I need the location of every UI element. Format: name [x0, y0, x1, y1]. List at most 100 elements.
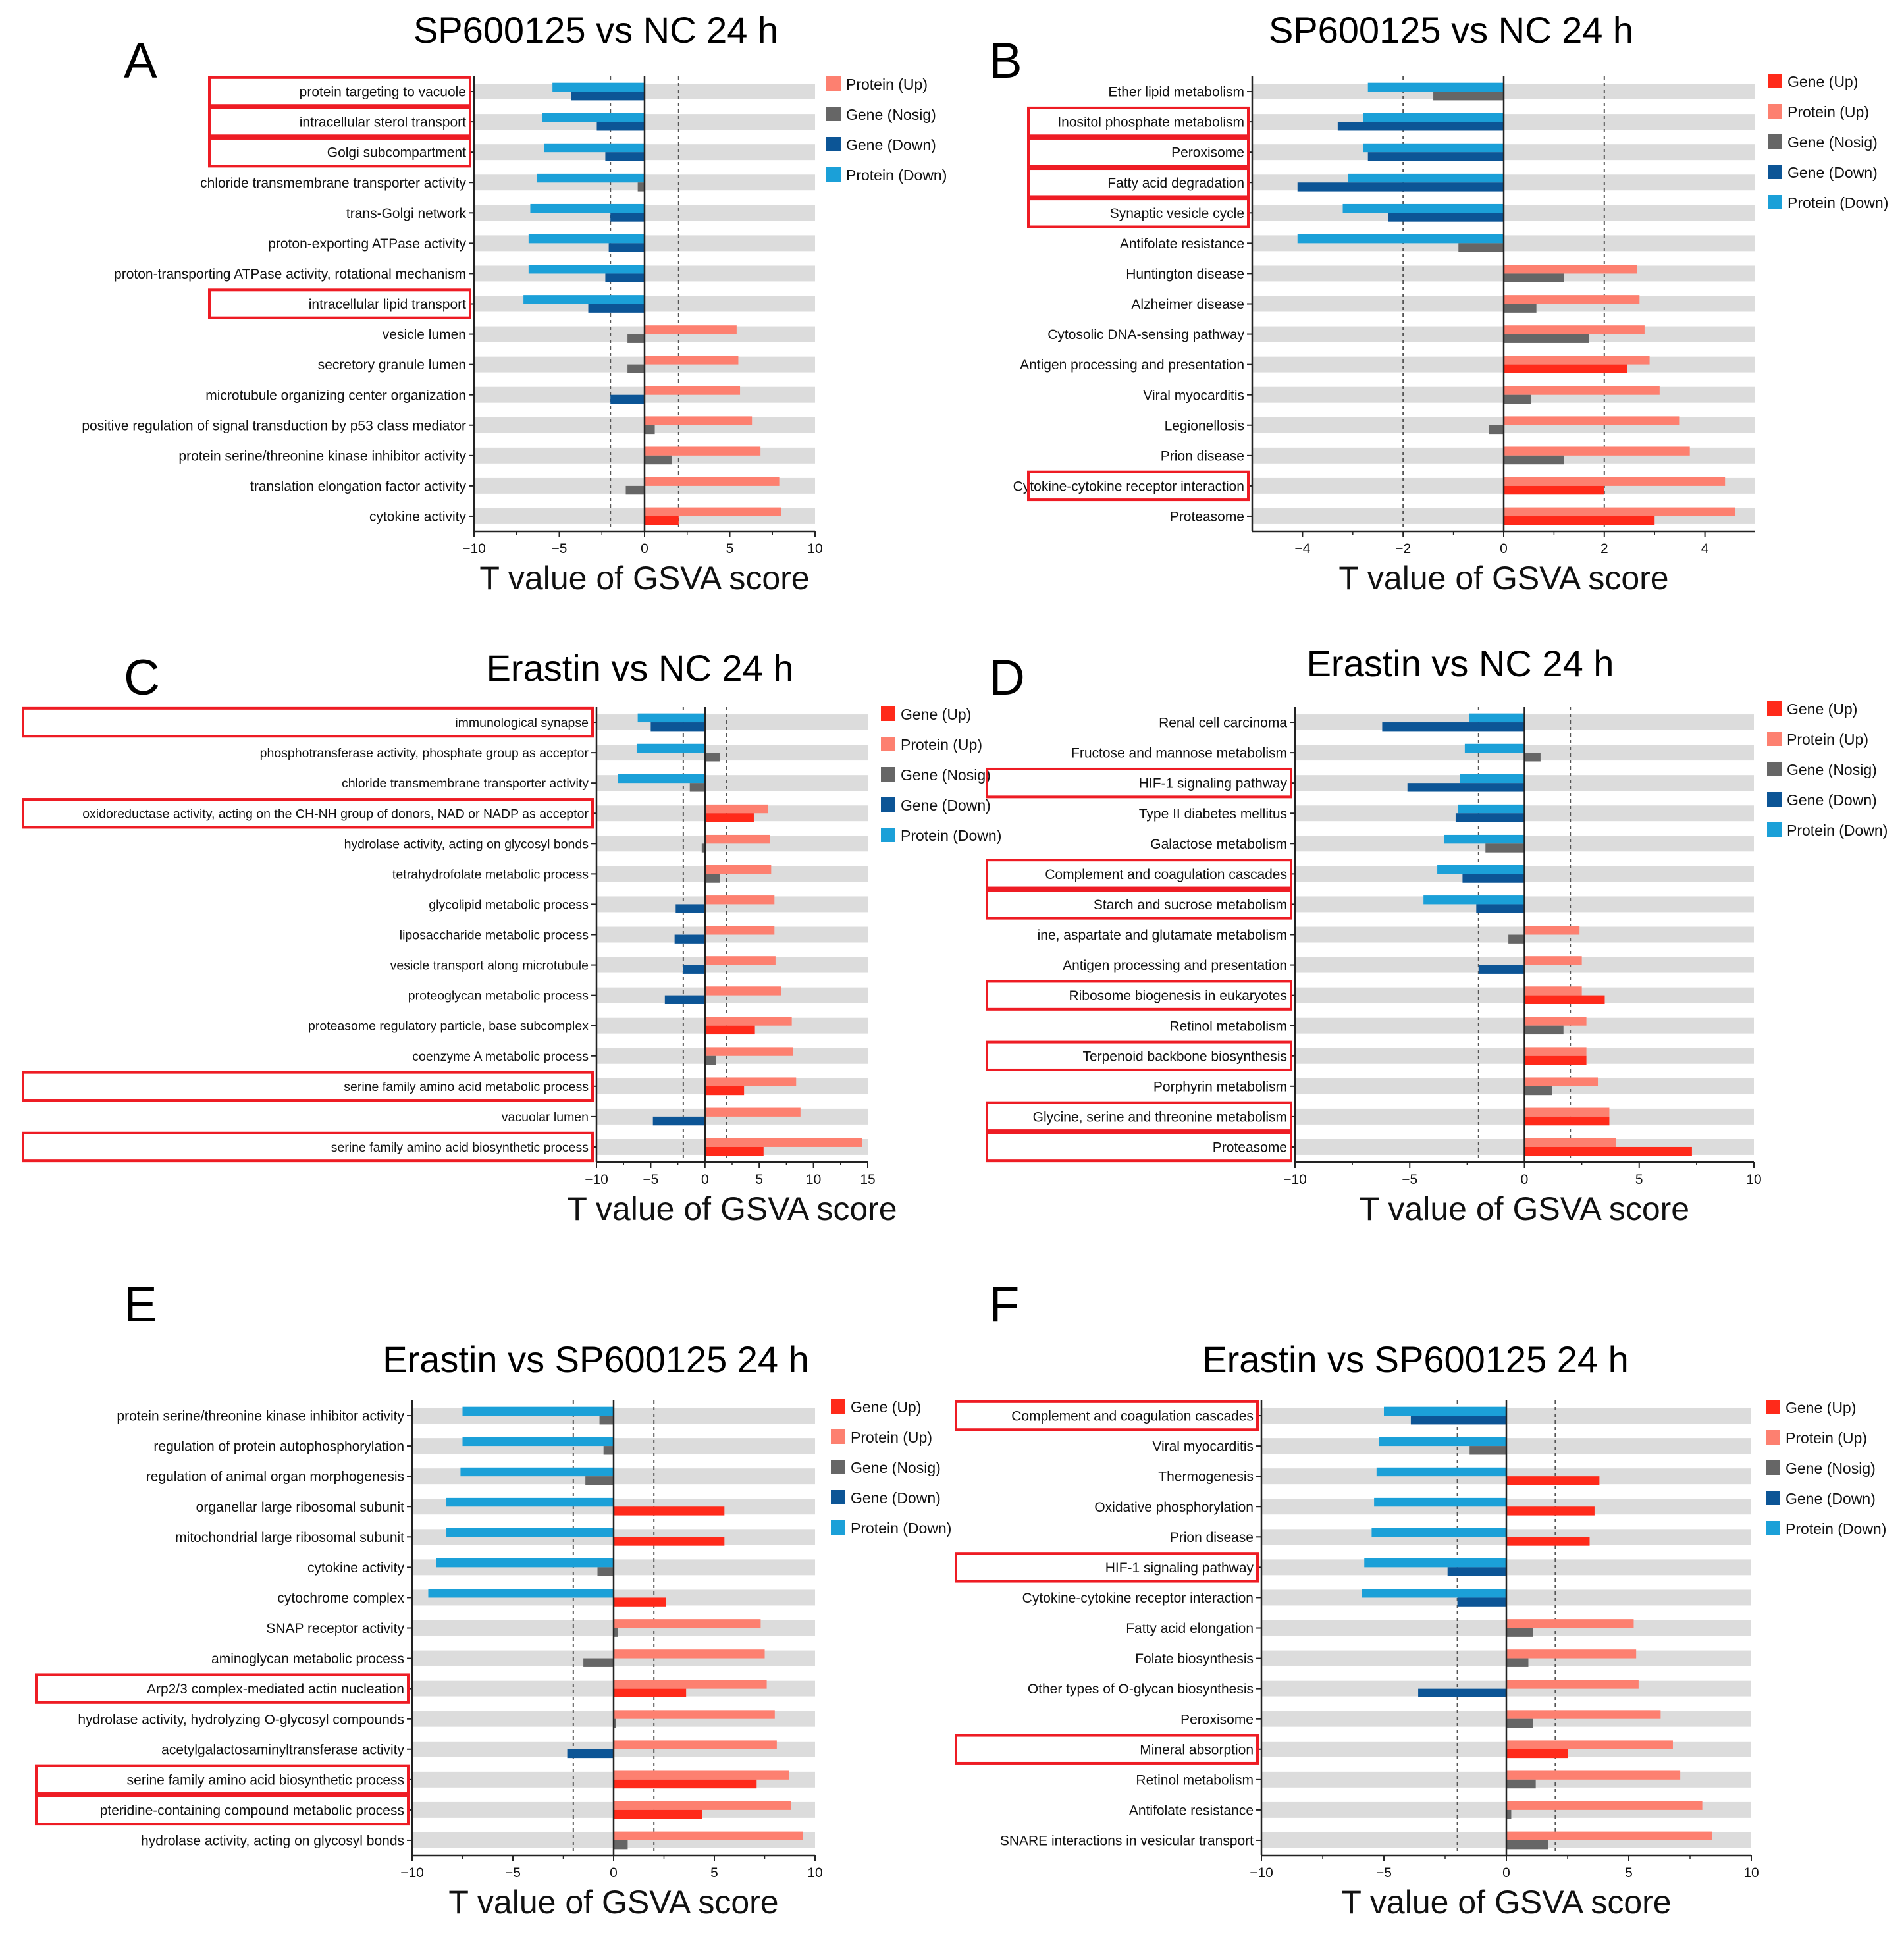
x-axis-label: T value of GSVA score: [448, 1884, 778, 1921]
bar-gene: [1506, 1718, 1533, 1728]
bar-gene: [1524, 753, 1541, 762]
bar-gene: [1524, 1116, 1610, 1126]
bar-gene: [1506, 1809, 1512, 1819]
bar-gene: [1382, 722, 1525, 732]
bar-gene: [614, 1779, 757, 1789]
legend-label: Gene (Up): [1787, 73, 1858, 90]
category-label: Terpenoid backbone biosynthesis: [1082, 1049, 1287, 1064]
category-label: Complement and coagulation cascades: [1045, 867, 1287, 882]
bar-protein: [1506, 1649, 1637, 1659]
bar-protein: [645, 446, 761, 456]
highlight-box: [1027, 167, 1250, 198]
category-label: Oxidative phosphorylation: [1094, 1500, 1254, 1515]
bar-protein: [537, 173, 645, 183]
highlight-box: [35, 1794, 410, 1826]
bar-protein: [446, 1497, 614, 1507]
bar-protein: [1297, 234, 1504, 244]
x-tick-label: −5: [643, 1172, 658, 1187]
bar-gene: [608, 243, 645, 252]
bar-protein: [1506, 1619, 1634, 1628]
legend-label: Protein (Up): [901, 736, 982, 753]
category-label: coenzyme A metabolic process: [412, 1050, 589, 1064]
legend-label: Gene (Nosig): [851, 1459, 941, 1476]
highlight-box: [1027, 106, 1250, 138]
bar-gene: [585, 1476, 614, 1485]
category-label: acetylgalactosaminyltransferase activity: [161, 1742, 404, 1757]
category-label: phosphotransferase activity, phosphate g…: [260, 746, 589, 760]
highlight-box: [986, 859, 1292, 890]
bar-gene: [664, 995, 705, 1004]
bar-protein: [1506, 1680, 1639, 1689]
highlight-box: [22, 1131, 594, 1163]
category-label: Antigen processing and presentation: [1063, 958, 1287, 973]
bar-gene: [614, 1840, 628, 1850]
panel-title: SP600125 vs NC 24 h: [413, 9, 778, 51]
legend-swatch: [826, 167, 841, 182]
bar-protein: [1506, 1831, 1712, 1840]
bar-gene: [1407, 783, 1525, 792]
category-label: proton-transporting ATPase activity, rot…: [114, 267, 466, 282]
panel-letter: F: [989, 1277, 1019, 1333]
bar-gene: [1504, 485, 1604, 495]
bar-gene: [1504, 273, 1564, 282]
bar-gene: [614, 1597, 666, 1607]
bar-protein: [1363, 143, 1504, 153]
category-label: Synaptic vesicle cycle: [1110, 206, 1244, 221]
category-label: aminoglycan metabolic process: [211, 1651, 404, 1666]
highlight-box: [955, 1552, 1259, 1583]
legend-label: Gene (Up): [901, 706, 971, 723]
category-label: Inositol phosphate metabolism: [1057, 115, 1244, 130]
category-label: ine, aspartate and glutamate metabolism: [1038, 928, 1287, 943]
bar-protein: [645, 507, 781, 516]
bar-gene: [704, 753, 720, 762]
legend-label: Protein (Down): [1787, 822, 1888, 839]
bar-protein: [1524, 1017, 1587, 1026]
category-label: Ether lipid metabolism: [1108, 85, 1244, 100]
highlight-box: [986, 889, 1292, 920]
bar-protein: [428, 1589, 614, 1598]
category-label: Starch and sucrose metabolism: [1094, 897, 1287, 913]
category-label: Legionellosis: [1165, 418, 1244, 433]
bar-gene: [1478, 965, 1525, 974]
legend-swatch: [826, 76, 841, 91]
bar-protein: [704, 865, 772, 874]
highlight-box: [955, 1400, 1259, 1431]
bar-gene: [704, 813, 754, 822]
legend-swatch: [831, 1490, 845, 1504]
bar-gene: [605, 273, 645, 282]
category-label: Retinol metabolism: [1136, 1772, 1254, 1788]
panel-c: C Erastin vs NC 24 h immunological synapse…: [22, 647, 1001, 1227]
bar-gene: [704, 1055, 716, 1065]
category-label: vesicle transport along microtubule: [390, 959, 589, 973]
bar-protein: [704, 986, 781, 996]
category-label: vacuolar lumen: [502, 1110, 589, 1125]
category-label: cytokine activity: [307, 1560, 405, 1576]
bar-protein: [1524, 956, 1582, 965]
category-label: Galactose metabolism: [1150, 837, 1287, 852]
bar-protein: [704, 926, 775, 935]
bar-gene: [1504, 455, 1564, 465]
bar-protein: [1504, 356, 1650, 365]
panel-a: A SP600125 vs NC 24 h protein targeting to…: [82, 9, 947, 597]
bar-protein: [645, 325, 737, 334]
category-label: organellar large ribosomal subunit: [196, 1500, 405, 1515]
category-label: tetrahydrofolate metabolic process: [392, 867, 589, 882]
x-tick-label: 15: [860, 1172, 875, 1187]
category-label: Ribosome biogenesis in eukaryotes: [1069, 988, 1287, 1003]
highlight-box: [1027, 198, 1250, 228]
category-label: immunological synapse: [455, 716, 589, 730]
category-label: vesicle lumen: [383, 327, 466, 342]
legend-swatch: [1767, 732, 1782, 746]
bar-protein: [1504, 477, 1726, 486]
bar-protein: [614, 1740, 777, 1749]
bar-protein: [1504, 295, 1640, 304]
category-label: Proteasome: [1170, 510, 1244, 525]
legend-swatch: [881, 828, 895, 842]
panel-letter: A: [124, 33, 157, 89]
bar-gene: [645, 425, 655, 435]
x-tick-label: −10: [585, 1172, 608, 1187]
bar-gene: [599, 1416, 614, 1425]
bar-gene: [567, 1749, 614, 1759]
bar-gene: [1508, 934, 1525, 944]
category-label: Golgi subcompartment: [327, 146, 466, 161]
